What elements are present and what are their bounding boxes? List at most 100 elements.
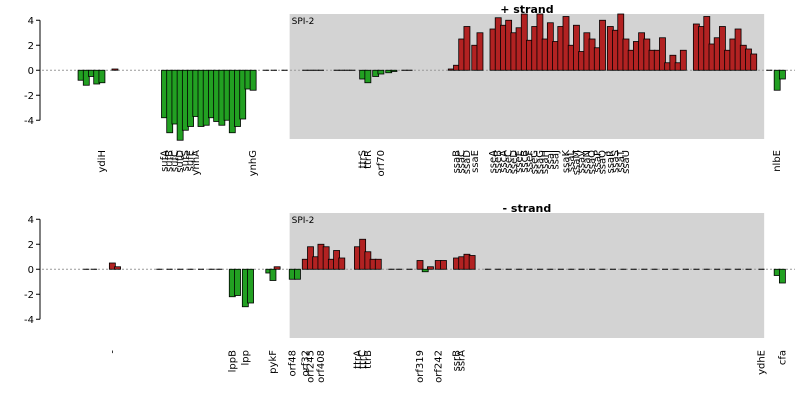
gene-bar	[294, 268, 301, 280]
gene-bar	[377, 69, 385, 75]
gene-label: nlbE	[772, 150, 783, 172]
gene-bar	[390, 69, 398, 72]
gene-bar	[374, 258, 382, 270]
gene-label: orf408	[316, 350, 327, 383]
gene-bar	[98, 69, 106, 84]
gene-bar	[476, 32, 484, 71]
y-axis-bottom: 4 2 0 -2 -4	[24, 215, 41, 326]
gene-bar	[440, 260, 447, 270]
gene-bar	[82, 69, 90, 86]
gene-label: sscB	[519, 150, 530, 173]
gene-label: -	[107, 350, 118, 354]
gene-bar	[249, 69, 257, 91]
gene-label: ssaQ	[598, 150, 609, 175]
gene-label: sufE	[186, 150, 197, 171]
gene-label: sufC	[170, 150, 181, 172]
gene-bar	[468, 255, 476, 270]
spi2-region-bottom	[289, 213, 765, 338]
y-tick-label: 4	[28, 215, 34, 226]
gene-label: ssaE	[470, 150, 481, 173]
gene-bar	[773, 69, 781, 91]
gene-bar	[234, 268, 241, 296]
y-tick-label: 0	[28, 66, 34, 77]
gene-label: ssaU	[621, 150, 632, 174]
minus-strand-title: - strand	[503, 202, 552, 215]
gene-bar	[778, 69, 786, 80]
gene-bar	[421, 268, 429, 273]
gene-bar	[247, 268, 254, 304]
y-tick-label: 2	[28, 240, 34, 251]
gene-bar	[427, 266, 434, 270]
gene-label: ssrB	[452, 350, 463, 372]
gene-label: ssaK	[561, 150, 572, 174]
gene-label: orf32	[300, 350, 311, 376]
gene-label: ssaD	[462, 150, 473, 175]
gene-label: sseB	[493, 150, 504, 174]
gene-label: ssaJ	[551, 150, 562, 170]
gene-label: ynhG	[248, 150, 259, 176]
gene-label: ssaP	[592, 150, 603, 173]
plus-strand-title: + strand	[500, 3, 553, 16]
gene-bar	[269, 268, 277, 281]
gene-label: orf48	[287, 350, 298, 376]
gene-label: lpp	[240, 350, 251, 365]
gene-bar	[679, 49, 687, 71]
gene-bar	[338, 257, 346, 270]
gene-label: sufD	[175, 150, 186, 173]
y-tick-label: -2	[24, 91, 34, 102]
y-tick-label: 4	[28, 16, 34, 27]
gene-label: ssaN	[582, 150, 593, 174]
gene-bar	[778, 268, 786, 284]
spi2-region-label-bottom: SPI-2	[292, 216, 315, 226]
gene-label: sseG	[530, 150, 541, 174]
gene-bar	[239, 69, 247, 120]
gene-label: sscA	[498, 150, 509, 173]
bars-bottom	[83, 238, 786, 308]
gene-label: sseD	[509, 150, 520, 175]
y-tick-label: -4	[24, 315, 34, 326]
gene-label: orf245	[306, 350, 317, 383]
gene-label: sseE	[514, 150, 525, 173]
y-tick-label: -2	[24, 290, 34, 301]
gene-bar	[416, 260, 424, 270]
gene-label: lppB	[227, 350, 238, 372]
gene-label: pykF	[268, 350, 279, 374]
gene-label: ssaL	[566, 150, 577, 173]
gene-label: ssaI	[545, 150, 556, 170]
gene-label: orf319	[415, 350, 426, 383]
gene-label: sufB	[165, 150, 176, 172]
gene-bar	[562, 16, 570, 71]
gene-bar	[659, 37, 666, 71]
gene-label: sseA	[488, 150, 499, 174]
gene-label: ydiH	[97, 150, 108, 173]
gene-label: ssaC	[457, 150, 468, 174]
gene-label: sufS	[180, 150, 191, 171]
gene-label: ttrR	[363, 150, 374, 169]
gene-label: sseF	[525, 150, 536, 173]
gene-label: ssaB	[452, 150, 463, 174]
gene-label: sseC	[504, 150, 515, 174]
gene-bar	[750, 53, 758, 71]
gene-label: ssaM	[571, 150, 582, 175]
y-tick-label: -4	[24, 116, 34, 127]
gene-label: ssaG	[535, 150, 546, 174]
minus-strand-panel: SPI-2 - strand 4 2 0 -2 -4 - lppB lpp pykF orf48…	[24, 202, 795, 383]
gene-label: ttrC	[358, 350, 369, 369]
gene-bar	[111, 68, 119, 71]
gene-label: ssrA	[457, 350, 468, 372]
gene-label: ydhE	[757, 350, 768, 375]
bars-top	[77, 13, 786, 141]
gene-bar	[599, 19, 606, 71]
gene-label: ssaV	[577, 150, 588, 174]
gene-bar	[108, 262, 116, 270]
y-tick-label: 2	[28, 41, 34, 52]
plus-strand-panel: SPI-2 + strand 4 2 0 -2 -4 ydiH sufAsufBsufCs…	[24, 3, 795, 176]
gene-bar	[322, 246, 330, 270]
gene-label: ssaR	[605, 150, 616, 174]
spi2-region-label-top: SPI-2	[292, 17, 315, 27]
gene-label: orf70	[376, 150, 387, 176]
gene-label: ssaO	[587, 150, 598, 175]
